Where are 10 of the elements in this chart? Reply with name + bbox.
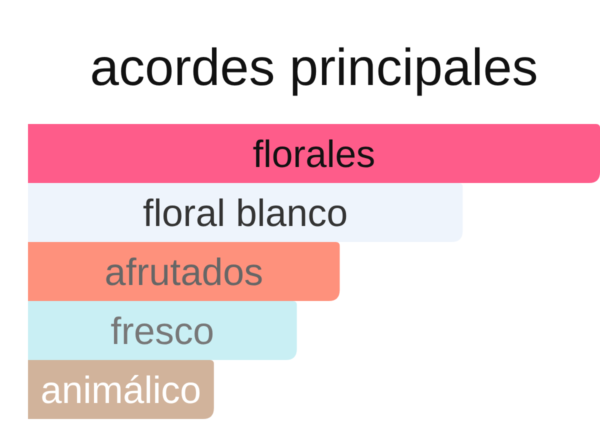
y-tick-label: fresco [110, 310, 214, 353]
y-tick-label: florales [252, 134, 376, 176]
bar [28, 242, 340, 301]
y-tick-label: afrutados [104, 252, 264, 294]
chart-title: acordes principales [90, 39, 538, 97]
y-tick-label: floral blanco [142, 192, 348, 235]
bar [28, 124, 600, 183]
bar [28, 183, 463, 242]
bar [28, 301, 297, 360]
y-tick-label: animálico [40, 370, 202, 412]
